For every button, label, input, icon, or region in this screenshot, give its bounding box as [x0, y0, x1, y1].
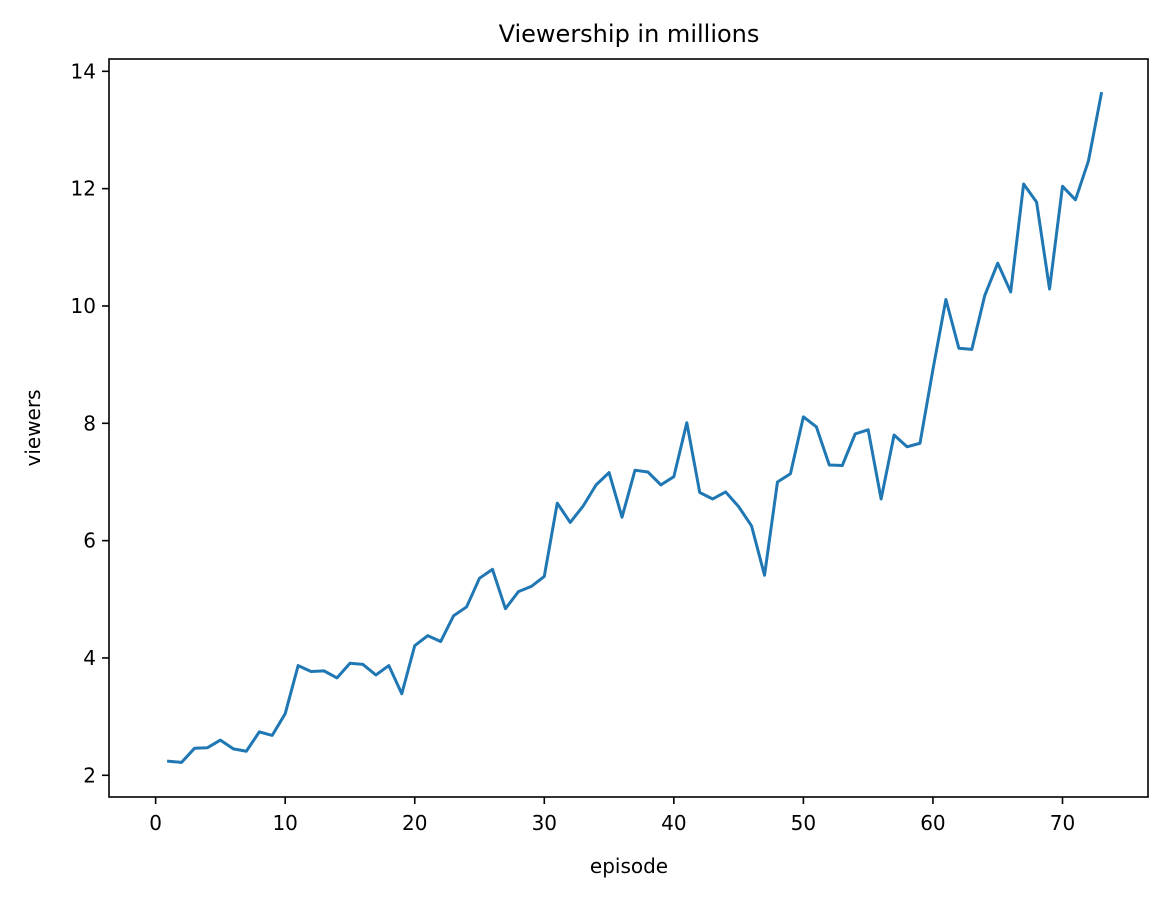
y-tick-label: 8 [83, 411, 96, 435]
x-tick-label: 0 [149, 811, 162, 835]
y-tick-label: 10 [71, 294, 96, 318]
y-tick-label: 4 [83, 646, 96, 670]
x-tick-label: 40 [661, 811, 686, 835]
x-tick-label: 50 [791, 811, 816, 835]
x-axis: 0 10 20 30 40 50 60 70 [149, 797, 1075, 835]
axes-frame [108, 58, 1149, 798]
series-line-0 [166, 91, 1104, 764]
x-axis-label: episode [590, 854, 668, 878]
x-tick-label: 10 [272, 811, 297, 835]
x-tick-label: 60 [920, 811, 945, 835]
x-tick-label: 70 [1050, 811, 1075, 835]
y-tick-label: 6 [83, 529, 96, 553]
y-axis: 2 4 6 8 10 12 14 [71, 59, 109, 787]
y-tick-label: 14 [71, 59, 96, 83]
x-tick-label: 30 [532, 811, 557, 835]
plot-area [108, 58, 1149, 798]
y-tick-label: 12 [71, 177, 96, 201]
chart-title: Viewership in millions [499, 20, 760, 48]
x-tick-label: 20 [402, 811, 427, 835]
y-axis-label: viewers [21, 389, 45, 466]
y-tick-label: 2 [83, 763, 96, 787]
